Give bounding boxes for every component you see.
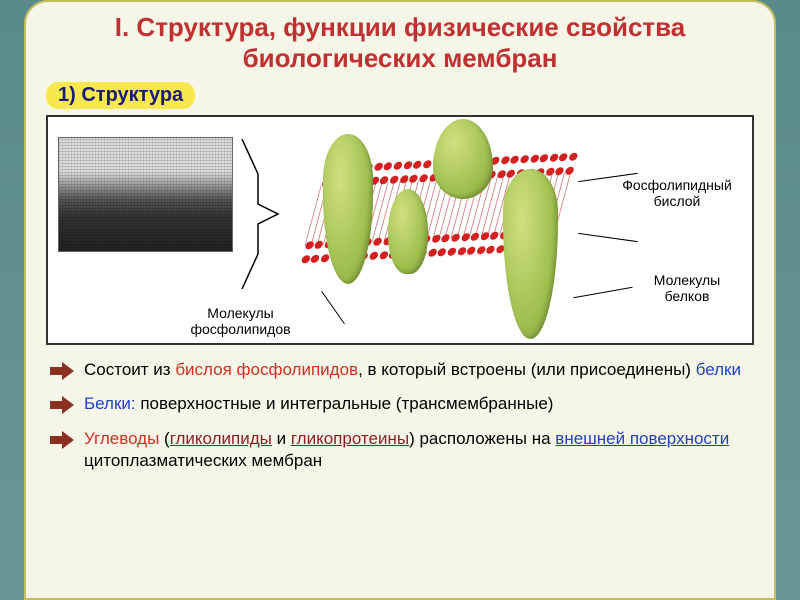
bullet-list: Состоит из бислоя фосфолипидов, в которы…: [46, 359, 754, 471]
text-fragment-red: Углеводы: [84, 429, 159, 448]
text-fragment-blue: белки: [696, 360, 741, 379]
slide-panel: I. Структура, функции физические свойств…: [24, 0, 776, 600]
label-phospholipids: Молекулы фосфолипидов: [168, 305, 313, 337]
text-fragment: и: [272, 429, 291, 448]
bracket-icon: [240, 139, 280, 289]
text-fragment-blue: внешней поверхности: [555, 429, 729, 448]
label-proteins: Молекулы белков: [632, 272, 742, 304]
protein-4: [388, 189, 428, 274]
electron-micrograph: [58, 137, 233, 252]
text-fragment: (: [159, 429, 169, 448]
text-fragment-blue: Белки:: [84, 394, 136, 413]
text-fragment: ) расположены на: [409, 429, 555, 448]
diagram-container: Фосфолипидный бислой Молекулы белков Мол…: [46, 115, 754, 345]
bullet-item-2: Белки: поверхностные и интегральные (тра…: [50, 393, 750, 415]
bullet-item-1: Состоит из бислоя фосфолипидов, в которы…: [50, 359, 750, 381]
text-fragment-darkred: гликолипиды: [170, 429, 272, 448]
text-fragment: , в который встроены (или присоединены): [358, 360, 696, 379]
bullet-arrow-icon: [50, 396, 74, 414]
text-fragment-red: бислоя фосфолипидов: [175, 360, 358, 379]
bullet-text: Белки: поверхностные и интегральные (тра…: [84, 393, 553, 415]
slide-title: I. Структура, функции физические свойств…: [46, 12, 754, 74]
membrane-diagram: [293, 129, 593, 339]
text-fragment: Состоит из: [84, 360, 175, 379]
bullet-arrow-icon: [50, 431, 74, 449]
slide-subtitle: 1) Структура: [46, 82, 195, 109]
bullet-text: Состоит из бислоя фосфолипидов, в которы…: [84, 359, 741, 381]
text-fragment: цитоплазматических мембран: [84, 451, 322, 470]
bullet-text: Углеводы (гликолипиды и гликопротеины) р…: [84, 428, 750, 472]
text-fragment: поверхностные и интегральные (трансмембр…: [136, 394, 554, 413]
label-bilayer: Фосфолипидный бислой: [612, 177, 742, 209]
bullet-item-3: Углеводы (гликолипиды и гликопротеины) р…: [50, 428, 750, 472]
protein-3: [503, 169, 558, 339]
bullet-arrow-icon: [50, 362, 74, 380]
protein-2: [433, 119, 493, 199]
text-fragment-darkred: гликопротеины: [291, 429, 409, 448]
